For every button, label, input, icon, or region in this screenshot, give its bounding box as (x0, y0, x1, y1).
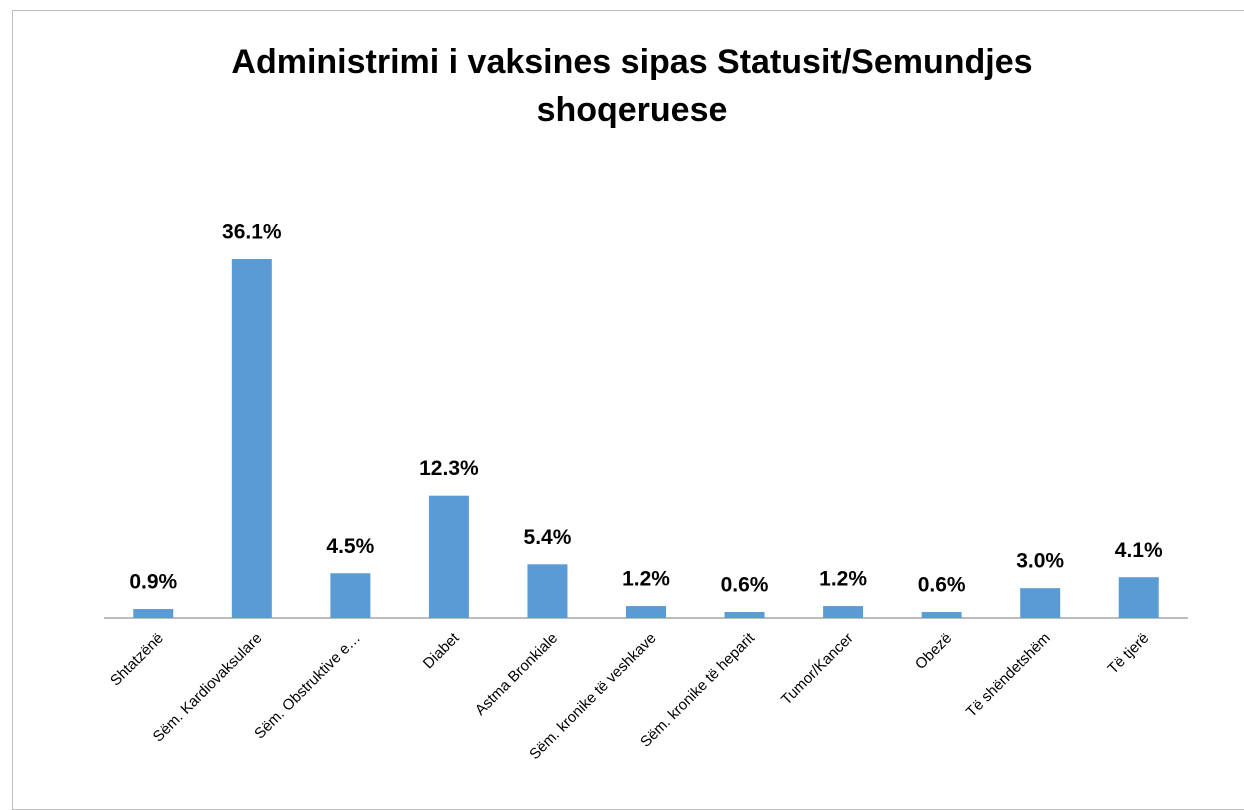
bar (921, 612, 962, 618)
value-label: 4.1% (1115, 539, 1163, 562)
bar (1118, 577, 1159, 618)
x-tick-label: Sëm. kronike të heparit (637, 629, 759, 751)
value-label: 1.2% (622, 568, 670, 591)
value-label: 0.6% (721, 574, 769, 597)
x-tick-label: Sëm. Kardiovaksulare (150, 630, 266, 746)
chart-title: Administrimi i vaksines sipas Statusit/S… (231, 43, 1033, 129)
value-label: 0.6% (918, 574, 966, 597)
x-tick-label: Obezë (912, 630, 955, 673)
x-tick-label: Diabet (420, 629, 463, 672)
x-tick-label: Astma Bronkiale (472, 630, 561, 719)
x-tick-label: Të shëndetshëm (963, 630, 1054, 721)
value-label: 4.5% (326, 535, 374, 558)
value-label: 0.9% (129, 571, 177, 594)
value-label: 3.0% (1016, 550, 1064, 573)
bar (724, 612, 765, 618)
bar (133, 609, 174, 618)
x-tick-label: Shtatzënë (107, 630, 167, 690)
value-label: 36.1% (222, 221, 282, 244)
x-tick-label: Të tjerë (1104, 630, 1152, 678)
x-tick-label: Sëm. Obstruktive e… (251, 630, 364, 743)
bar (1020, 588, 1061, 618)
value-label: 12.3% (419, 457, 479, 480)
value-label: 5.4% (524, 526, 572, 549)
value-label: 1.2% (819, 568, 867, 591)
x-tick-label: Tumor/Kancer (778, 630, 857, 709)
bar (428, 495, 469, 618)
bar (231, 259, 272, 618)
bar (626, 606, 666, 618)
bar (527, 564, 568, 618)
bar (823, 606, 864, 618)
bar (330, 573, 371, 618)
